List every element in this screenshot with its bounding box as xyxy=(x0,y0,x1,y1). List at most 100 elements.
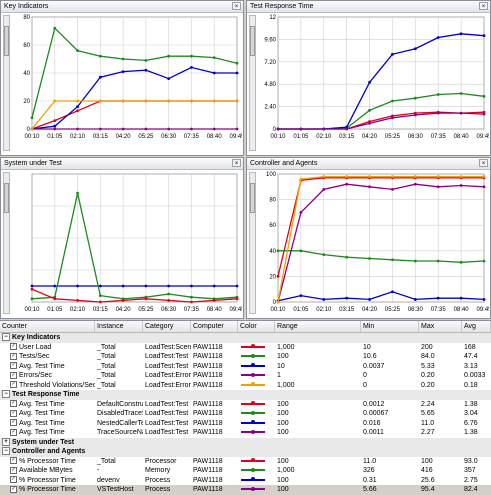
series-line xyxy=(278,250,485,263)
max-cell: 5.33 xyxy=(421,362,435,370)
data-point xyxy=(76,49,79,52)
show-checkbox[interactable]: ✓ xyxy=(10,371,17,379)
data-point xyxy=(413,298,417,301)
controller-and-agents-chart: 100 80 60 40 20 000:10 01:05 02:10 03:15 04:20 05:… xyxy=(266,172,489,313)
show-checkbox[interactable]: ✓ xyxy=(10,476,17,484)
table-row[interactable]: ✓Avg. Test TimeTraceSourceNameLoadTest:T… xyxy=(0,428,491,438)
table-row[interactable]: ✓Avg. Test TimeNestedCallerTestLoadTest:… xyxy=(0,419,491,429)
scroll-thumb[interactable] xyxy=(4,26,9,56)
col-header-computer[interactable]: Computer xyxy=(191,321,238,332)
color-swatch xyxy=(241,477,265,482)
expand-toggle-icon[interactable]: − xyxy=(2,390,10,399)
category-cell: LoadTest:Test xyxy=(145,400,189,408)
close-icon[interactable]: × xyxy=(479,2,488,10)
show-checkbox[interactable]: ✓ xyxy=(10,419,17,427)
col-header-avg[interactable]: Avg xyxy=(462,321,491,332)
expand-toggle-icon[interactable]: − xyxy=(2,447,10,456)
series-line xyxy=(31,193,238,300)
table-row[interactable]: ✓% Processor Time devenv Process PAW1118 100… xyxy=(0,476,491,486)
col-header-instance[interactable]: Instance xyxy=(95,321,143,332)
close-icon[interactable]: × xyxy=(232,159,241,167)
expand-toggle-icon[interactable]: + xyxy=(2,437,10,446)
zoom-scrollbar[interactable] xyxy=(249,15,256,151)
range-cell: 10 xyxy=(277,362,285,370)
data-point xyxy=(212,299,216,302)
panel-header: Controller and Agents × xyxy=(247,158,490,170)
table-row[interactable]: ✓% Processor Time _Total Processor PAW1118 1… xyxy=(0,457,491,467)
series-line xyxy=(277,175,484,303)
show-checkbox[interactable]: ✓ xyxy=(10,409,17,417)
avg-cell: 3.04 xyxy=(464,410,478,417)
col-header-min[interactable]: Min xyxy=(361,321,419,332)
data-point xyxy=(76,127,79,131)
data-point xyxy=(212,56,216,59)
panel-test-response-time: Test Response Time × 12 9.60 7.20 4.80 2.40 0… xyxy=(246,0,491,156)
expand-toggle-icon[interactable]: − xyxy=(2,333,10,342)
table-row[interactable]: ✓% Processor Time VSTestHost Process PAW111… xyxy=(0,485,491,495)
category-cell: LoadTest:Test xyxy=(145,419,189,427)
avg-cell: 168 xyxy=(464,343,476,351)
show-checkbox[interactable]: ✓ xyxy=(10,457,17,465)
table-row[interactable]: ✓Avg. Test TimeDisabledTraceSourLoadTest… xyxy=(0,409,491,419)
scroll-thumb[interactable] xyxy=(250,26,255,56)
computer-cell: PAW1118 xyxy=(193,410,223,417)
data-point xyxy=(167,127,171,131)
data-point xyxy=(413,113,417,117)
col-header-color[interactable]: Color xyxy=(238,321,275,332)
range-cell: 1 xyxy=(277,372,281,379)
table-row[interactable]: ✓ Tests/Sec _Total LoadTest:Test PAW1118 100 1… xyxy=(0,352,491,362)
show-checkbox[interactable]: ✓ xyxy=(10,400,17,408)
scroll-thumb[interactable] xyxy=(4,183,9,213)
table-row[interactable]: ✓User Load_TotalLoadTest:ScenarioPAW1118… xyxy=(0,343,491,353)
table-group-row[interactable]: − Key Indicators xyxy=(0,333,491,343)
show-checkbox[interactable]: ✓ xyxy=(10,428,17,436)
zoom-scrollbar[interactable] xyxy=(3,15,10,151)
color-swatch xyxy=(241,429,265,434)
col-header-category[interactable]: Category xyxy=(143,321,191,332)
table-row[interactable]: ✓ Errors/Sec _Total LoadTest:Errors PAW1118 1… xyxy=(0,371,491,381)
zoom-scrollbar[interactable] xyxy=(249,172,256,314)
show-checkbox[interactable]: ✓ xyxy=(10,466,17,474)
instance-cell: - xyxy=(97,467,100,474)
show-checkbox[interactable]: ✓ xyxy=(10,485,17,493)
category-cell: LoadTest:Test xyxy=(145,362,189,370)
avg-cell: 82.4 xyxy=(464,486,478,493)
zoom-scrollbar[interactable] xyxy=(3,172,10,314)
counter-name: Errors/Sec xyxy=(19,372,53,379)
table-group-row[interactable]: − Test Response Time xyxy=(0,390,491,400)
computer-cell: PAW1118 xyxy=(193,343,223,351)
col-header-max[interactable]: Max xyxy=(419,321,462,332)
data-point xyxy=(53,297,57,301)
color-cell xyxy=(238,466,275,476)
col-header-counter[interactable]: Counter xyxy=(0,321,95,332)
counter-name: Avg. Test Time xyxy=(19,362,65,370)
data-point xyxy=(190,54,193,58)
color-cell xyxy=(238,400,275,410)
series-line xyxy=(277,183,485,303)
col-header-range[interactable]: Range xyxy=(275,321,361,332)
scroll-thumb[interactable] xyxy=(250,183,255,213)
data-point xyxy=(190,66,193,69)
data-point xyxy=(345,296,349,300)
category-cell: Process xyxy=(145,486,171,493)
show-checkbox[interactable]: ✓ xyxy=(10,352,17,360)
table-row[interactable]: ✓ Available MBytes - Memory PAW1118 1,000 326 4… xyxy=(0,466,491,476)
min-cell: 0.00067 xyxy=(363,410,389,417)
show-checkbox[interactable]: ✓ xyxy=(10,362,17,370)
table-row[interactable]: ✓Avg. Test TimeDefaultConstructoLoadTest… xyxy=(0,400,491,410)
show-checkbox[interactable]: ✓ xyxy=(10,343,17,351)
table-row[interactable]: ✓ Avg. Test Time _Total LoadTest:Test PAW111… xyxy=(0,362,491,372)
show-checkbox[interactable]: ✓ xyxy=(10,381,17,389)
table-group-row[interactable]: − Controller and Agents xyxy=(0,447,491,457)
x-tick-label: 03:15 xyxy=(339,134,355,140)
table-group-row[interactable]: + System under Test xyxy=(0,437,491,447)
data-point xyxy=(436,175,440,178)
x-tick-label: 01:05 xyxy=(293,134,309,140)
range-cell: 1,000 xyxy=(277,381,295,389)
close-icon[interactable]: × xyxy=(479,159,488,167)
color-swatch xyxy=(241,486,265,491)
min-cell: 0.0037 xyxy=(363,362,385,370)
close-icon[interactable]: × xyxy=(232,2,241,10)
table-row[interactable]: ✓ Threshold Violations/Sec _Total LoadTest:… xyxy=(0,381,491,391)
data-point xyxy=(235,99,239,103)
